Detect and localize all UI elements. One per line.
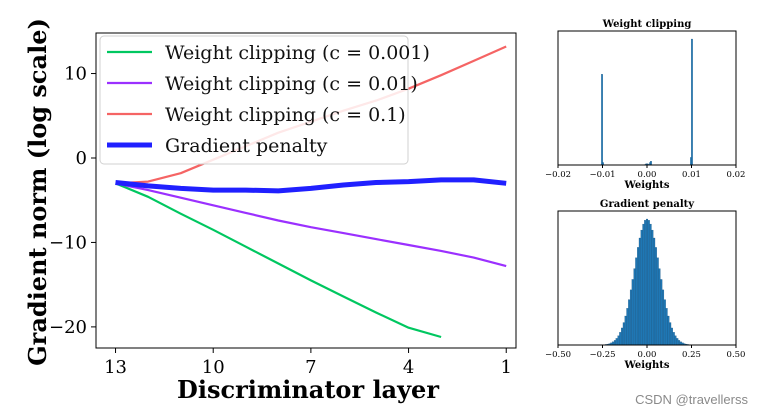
hist-x-tick-label: 0.25 bbox=[682, 350, 701, 360]
histogram-bar bbox=[626, 308, 629, 346]
main-y-tick-label: 10 bbox=[64, 64, 87, 85]
histogram-bar bbox=[658, 268, 661, 346]
legend-label-weight-clipping-c-0-001: Weight clipping (c = 0.001) bbox=[165, 42, 430, 64]
hist-x-tick-label: −0.25 bbox=[589, 350, 615, 360]
legend-box bbox=[99, 35, 409, 165]
main-plot-frame bbox=[95, 32, 517, 349]
histogram-bar bbox=[619, 332, 622, 346]
histogram-bar bbox=[622, 322, 625, 346]
hist2-bars bbox=[597, 218, 697, 346]
series-line-gradient-penalty bbox=[115, 177, 507, 194]
histogram-bar bbox=[672, 332, 675, 346]
histogram-bar bbox=[638, 237, 641, 346]
histogram-bar bbox=[653, 237, 656, 346]
main-chart: 13 10 7 4 1 10 0 −10 −20 Discriminator layer Gr… bbox=[23, 18, 517, 404]
weight-clipping-histogram: Weight clipping −0.02 −0.01 0.00 0.01 0.02 W… bbox=[545, 19, 746, 191]
histogram-bar bbox=[621, 327, 624, 346]
hist1-title: Weight clipping bbox=[602, 19, 692, 30]
hist-x-tick-label: 0.50 bbox=[727, 350, 746, 360]
main-y-tick-label: −10 bbox=[49, 232, 87, 253]
main-x-tick-label: 1 bbox=[501, 357, 512, 378]
legend-label-gradient-penalty: Gradient penalty bbox=[165, 135, 328, 157]
main-x-tick-label: 4 bbox=[403, 357, 414, 378]
hist-x-tick-label: 0.01 bbox=[682, 170, 701, 180]
histogram-bar bbox=[629, 289, 632, 346]
hist-x-tick-label: 0.02 bbox=[727, 170, 746, 180]
histogram-bar bbox=[691, 38, 693, 166]
hist2-x-ticks: −0.50 −0.25 0.00 0.25 0.50 bbox=[545, 345, 746, 360]
hist1-bars bbox=[601, 38, 693, 166]
histogram-bar bbox=[644, 220, 647, 346]
main-x-axis-title: Discriminator layer bbox=[177, 375, 439, 404]
gradient-penalty-histogram: Gradient penalty −0.50 −0.25 0.00 0.25 0.50 … bbox=[545, 199, 746, 371]
histogram-bar bbox=[650, 161, 652, 166]
legend: Weight clipping (c = 0.001) Weight clippi… bbox=[99, 35, 430, 165]
histogram-bar bbox=[642, 223, 645, 346]
histogram-bar bbox=[637, 247, 640, 346]
histogram-bar bbox=[640, 229, 643, 346]
histogram-bar bbox=[649, 223, 652, 346]
legend-label-weight-clipping-c-0-1: Weight clipping (c = 0.1) bbox=[165, 104, 406, 126]
main-x-tick-label: 13 bbox=[104, 357, 127, 378]
main-x-tick-label: 7 bbox=[305, 357, 316, 378]
main-x-tick-label: 10 bbox=[202, 357, 225, 378]
hist1-frame bbox=[557, 30, 737, 166]
histogram-bar bbox=[645, 218, 649, 346]
histogram-bar bbox=[676, 338, 679, 346]
histogram-bar bbox=[628, 299, 631, 346]
histogram-bar bbox=[662, 289, 665, 346]
histogram-bar bbox=[613, 340, 616, 346]
histogram-bar bbox=[631, 279, 634, 346]
hist-x-tick-label: −0.01 bbox=[589, 170, 615, 180]
main-x-ticks: 13 10 7 4 1 bbox=[104, 348, 512, 378]
histogram-bar bbox=[656, 257, 659, 346]
histogram-bar bbox=[647, 220, 650, 346]
main-y-axis-title: Gradient norm (log scale) bbox=[23, 18, 52, 366]
hist-x-tick-label: −0.50 bbox=[545, 350, 571, 360]
watermark-text: CSDN @travellerss bbox=[635, 392, 748, 407]
legend-label-weight-clipping-c-0-01: Weight clipping (c = 0.01) bbox=[165, 73, 418, 95]
hist2-title: Gradient penalty bbox=[600, 199, 695, 210]
hist1-x-axis-title: Weights bbox=[623, 180, 669, 191]
histogram-bar bbox=[635, 257, 638, 346]
main-y-ticks: 10 0 −10 −20 bbox=[49, 64, 96, 338]
histogram-bar bbox=[670, 327, 673, 346]
histogram-bar bbox=[633, 268, 636, 346]
histogram-bar bbox=[624, 315, 627, 346]
histogram-bar bbox=[660, 279, 663, 346]
hist2-x-axis-title: Weights bbox=[623, 360, 669, 371]
histogram-bar bbox=[674, 335, 677, 346]
histogram-bar bbox=[678, 340, 681, 346]
hist-x-tick-label: 0.00 bbox=[638, 350, 657, 360]
histogram-bar bbox=[654, 247, 657, 346]
series-line-weight-clipping-c-0-001 bbox=[115, 182, 442, 339]
histogram-bar bbox=[665, 308, 668, 346]
hist1-x-ticks: −0.02 −0.01 0.00 0.01 0.02 bbox=[545, 165, 746, 180]
histogram-bar bbox=[617, 335, 620, 346]
histogram-bar bbox=[615, 338, 618, 346]
histogram-bar bbox=[651, 229, 654, 346]
main-y-tick-label: 0 bbox=[76, 148, 87, 169]
histogram-bar bbox=[667, 315, 670, 346]
main-y-tick-label: −20 bbox=[49, 317, 87, 338]
histogram-bar bbox=[601, 74, 603, 166]
hist-x-tick-label: 0.00 bbox=[638, 170, 657, 180]
histogram-bar bbox=[669, 322, 672, 346]
histogram-bar bbox=[663, 299, 666, 346]
series-line-weight-clipping-c-0-01 bbox=[115, 182, 507, 268]
hist-x-tick-label: −0.02 bbox=[545, 170, 571, 180]
